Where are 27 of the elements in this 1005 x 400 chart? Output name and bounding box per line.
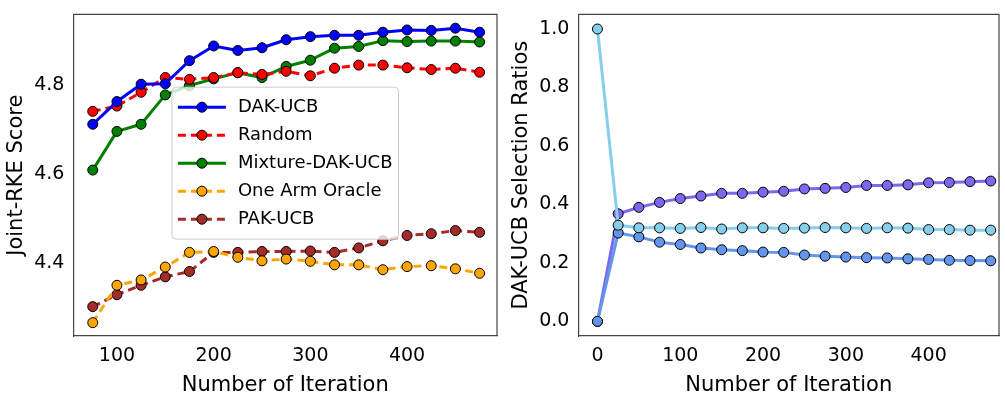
x-tick-label: 100	[98, 343, 136, 366]
y-tick-label: 4.8	[34, 71, 65, 94]
x-tick-label: 200	[195, 343, 232, 366]
x-tick-label: 400	[388, 343, 426, 366]
y-tick-label: 0.0	[539, 308, 570, 331]
y-tick-label: 0.2	[539, 249, 570, 272]
y-tick-label: 0.4	[539, 191, 570, 214]
x-tick-label: 400	[910, 343, 947, 366]
legend-label: Random	[237, 122, 313, 144]
x-tick-label: 300	[827, 343, 864, 366]
legend-label: Mixture-DAK-UCB	[237, 150, 393, 172]
x-tick-label: 100	[662, 343, 699, 366]
legend-label: One Arm Oracle	[237, 178, 382, 200]
y-tick-label: 0.6	[539, 132, 570, 155]
y-tick-label: 4.4	[34, 249, 65, 272]
y-tick-label: 0.8	[539, 74, 570, 97]
x-axis-title: Number of Iteration	[685, 371, 893, 396]
x-axis-title: Number of Iteration	[181, 371, 389, 396]
y-axis-title: Joint-RKE Score	[3, 94, 28, 258]
y-tick-label: 4.6	[34, 160, 65, 183]
legend-label: DAK-UCB	[237, 94, 319, 116]
x-tick-label: 0	[591, 343, 604, 366]
y-axis-title: DAK-UCB Selection Ratios	[508, 40, 533, 310]
legend-label: PAK-UCB	[237, 206, 315, 228]
x-tick-label: 300	[292, 343, 329, 366]
x-tick-label: 200	[744, 343, 782, 366]
y-tick-label: 1.0	[539, 15, 570, 38]
